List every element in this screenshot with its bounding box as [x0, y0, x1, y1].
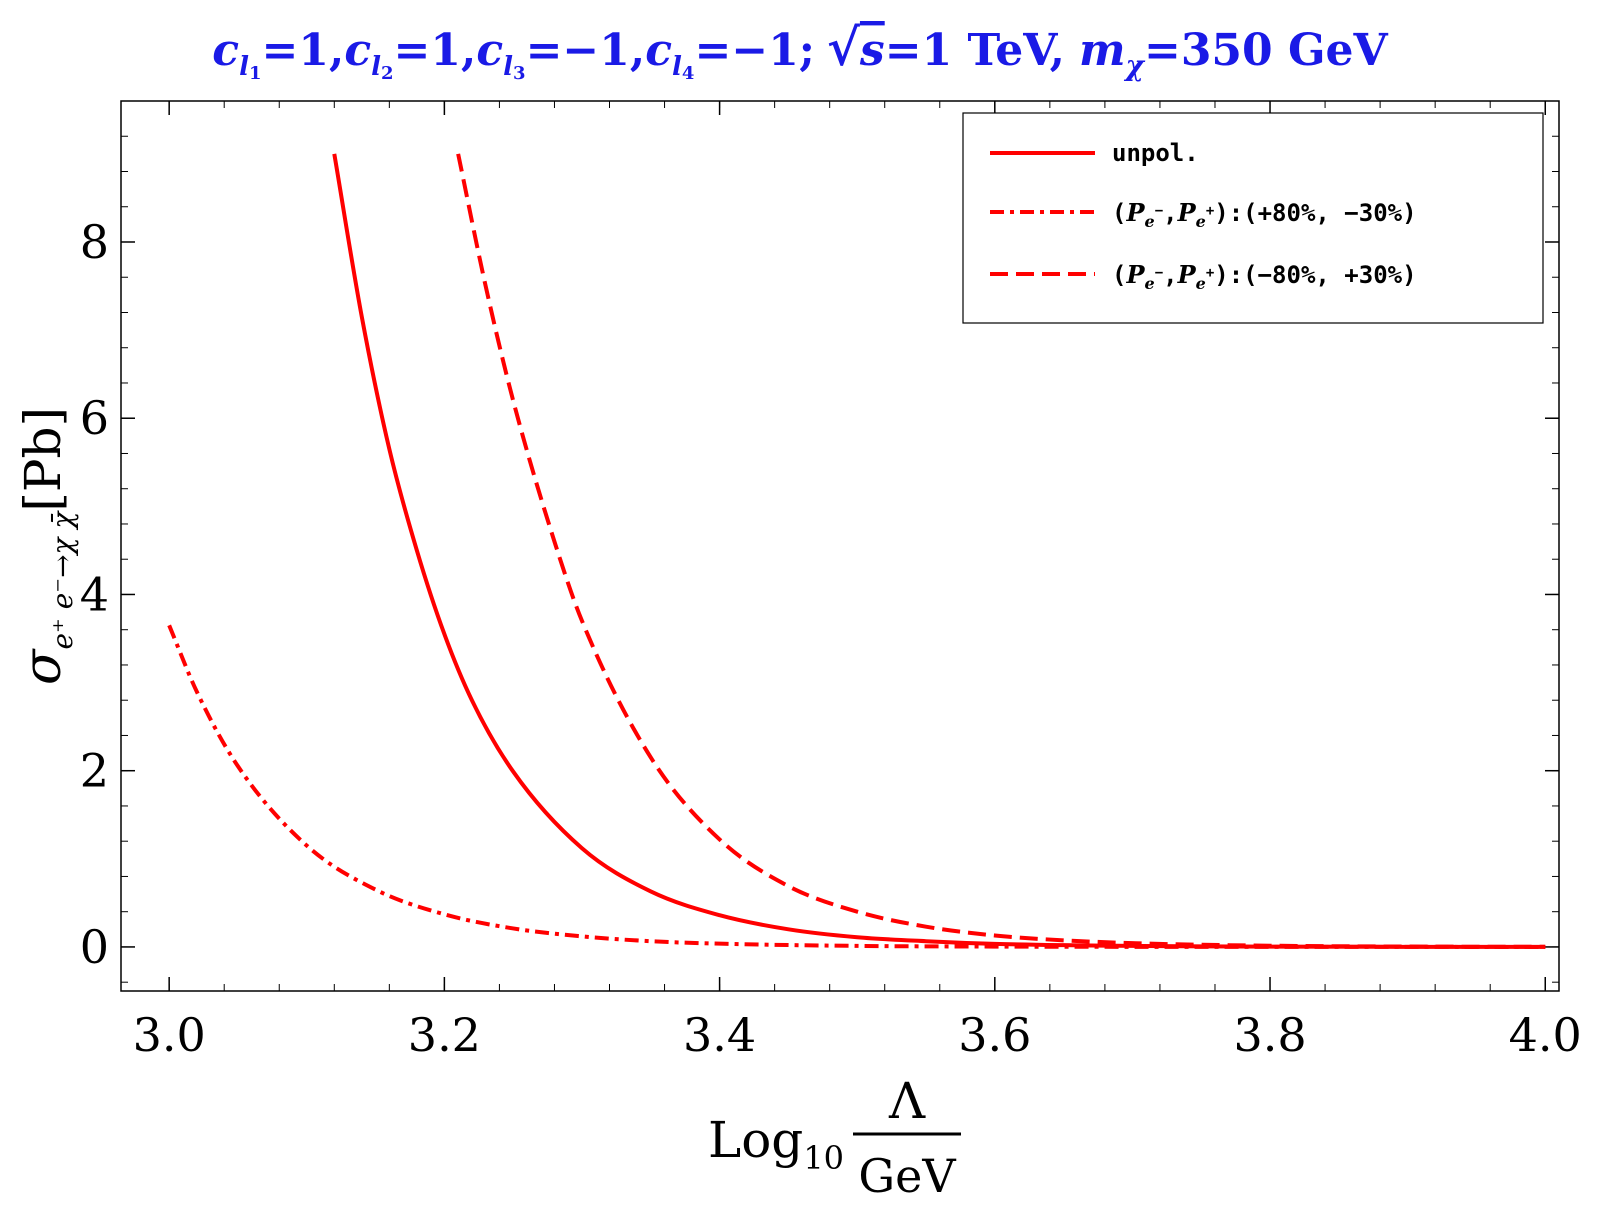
legend-label-plus80: (Pe−,Pe+):(+80%, −30%) [1112, 198, 1417, 231]
major-ticks [121, 101, 1559, 991]
y-axis-unit: [Pb] [14, 407, 72, 512]
x-tick-label: 3.0 [133, 1008, 206, 1062]
legend: unpol. (Pe−,Pe+):(+80%, −30%) (Pe−,Pe+):… [962, 112, 1544, 324]
title-sqrt-sign: √ [827, 18, 860, 77]
x-axis-log-sub: 10 [803, 1139, 844, 1177]
title-c4: c [645, 25, 672, 76]
title-c4-sub: l [672, 52, 682, 82]
title-c4-value: =−1; [694, 25, 815, 76]
x-tick-label: 3.6 [958, 1008, 1031, 1062]
title-m-sub: χ [1124, 49, 1146, 82]
chart-title: cl1=1,cl2=1,cl3=−1,cl4=−1; √s=1 TeV, mχ=35… [212, 18, 1388, 84]
y-axis-label: σe⁺ e⁻→χ χ̄[Pb] [13, 407, 79, 685]
title-mass: =350 GeV [1144, 25, 1389, 76]
series-minus80-plus30 [456, 153, 1546, 949]
y-tick-labels: 0 2 4 6 8 [80, 215, 109, 974]
title-energy: =1 TeV, [885, 25, 1065, 76]
y-tick-label: 8 [80, 215, 109, 269]
x-axis-denominator: GeV [858, 1149, 956, 1203]
title-c3-sub: l [503, 52, 513, 82]
x-tick-label: 3.2 [408, 1008, 481, 1062]
plot-frame [120, 100, 1560, 992]
legend-box [962, 112, 1544, 324]
series-plus80-minus30 [167, 624, 1546, 949]
x-tick-label: 3.8 [1233, 1008, 1306, 1062]
title-c3-subsub: 3 [513, 63, 526, 84]
title-c1-subsub: 1 [249, 63, 262, 84]
y-tick-label: 6 [80, 391, 109, 445]
legend-label-minus80: (Pe−,Pe+):(−80%, +30%) [1112, 260, 1417, 293]
title-c2-value: =1, [394, 25, 477, 76]
x-tick-labels: 3.0 3.2 3.4 3.6 3.8 4.0 [133, 1008, 1582, 1062]
title-c4-subsub: 4 [682, 63, 695, 84]
title-c2: c [344, 25, 371, 76]
legend-label-unpol: unpol. [1112, 139, 1199, 167]
x-tick-label: 3.4 [683, 1008, 756, 1062]
title-c3-value: =−1, [526, 25, 646, 76]
x-axis-label: Log10 Λ GeV [708, 1072, 961, 1203]
title-sqrt-s: s [859, 25, 885, 76]
y-tick-label: 2 [80, 744, 109, 798]
title-c1-sub: l [239, 52, 249, 82]
x-tick-label: 4.0 [1509, 1008, 1582, 1062]
y-axis-sigma: σ [13, 648, 73, 685]
title-c2-subsub: 2 [381, 63, 394, 84]
title-c3: c [476, 25, 503, 76]
y-tick-label: 4 [80, 567, 109, 621]
title-c1-value: =1, [262, 25, 345, 76]
title-c1: c [212, 25, 239, 76]
x-axis-log: Log10 [708, 1111, 844, 1177]
y-axis-subscript: e⁺ e⁻→χ χ̄ [46, 510, 79, 650]
y-tick-label: 0 [80, 920, 109, 974]
title-m: m [1079, 25, 1126, 76]
title-c2-sub: l [371, 52, 381, 82]
series-group [167, 153, 1546, 949]
x-axis-numerator: Λ [888, 1072, 926, 1130]
